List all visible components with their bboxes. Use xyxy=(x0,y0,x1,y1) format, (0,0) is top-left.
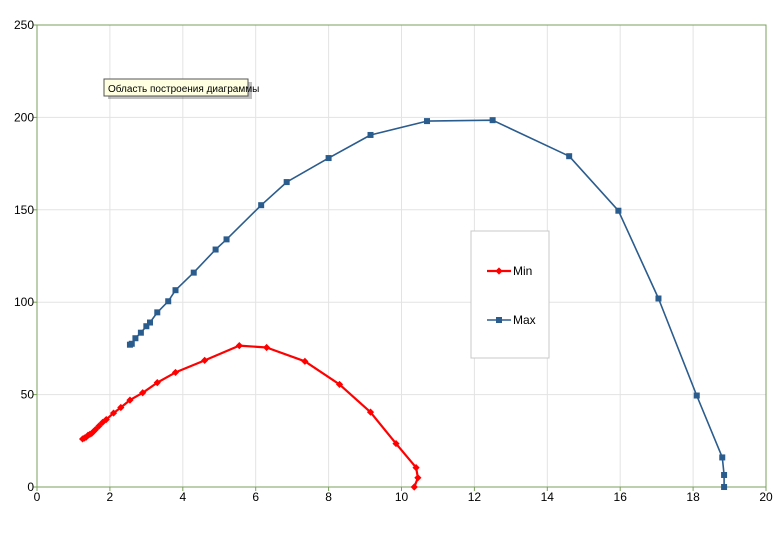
legend-marker-min xyxy=(495,267,503,275)
data-point-min xyxy=(102,415,110,424)
legend-box xyxy=(470,230,550,359)
legend-marker-max xyxy=(496,317,502,323)
data-point-max xyxy=(489,117,496,124)
data-point-max xyxy=(367,131,374,138)
data-point-min xyxy=(235,342,243,350)
tooltip-text: Область построения диаграммы xyxy=(108,83,259,95)
y-tick-label: 0 xyxy=(27,480,34,494)
legend-label-min: Min xyxy=(513,264,532,278)
x-tick-label: 2 xyxy=(107,490,114,504)
data-point-max xyxy=(615,207,622,214)
legend-entries: Min Max xyxy=(487,264,536,327)
data-point-min xyxy=(117,403,125,412)
legend-item-max: Max xyxy=(487,313,536,327)
data-point-min xyxy=(95,422,103,430)
data-point-max xyxy=(172,287,179,294)
data-point-min xyxy=(139,389,147,397)
grid-layer xyxy=(37,25,766,487)
x-tick-label: 10 xyxy=(395,490,409,504)
data-point-max xyxy=(258,202,265,209)
x-tick-label: 6 xyxy=(252,490,259,504)
data-point-min xyxy=(126,396,134,404)
data-point-max xyxy=(190,269,197,276)
data-point-min xyxy=(410,483,418,491)
x-tick-label: 20 xyxy=(759,490,773,504)
x-tick-label: 12 xyxy=(468,490,482,504)
x-tick-label: 18 xyxy=(686,490,700,504)
data-point-min xyxy=(153,378,161,387)
data-point-max xyxy=(132,335,139,342)
legend-item-min: Min xyxy=(487,264,532,278)
data-point-max xyxy=(693,392,700,399)
data-point-max xyxy=(721,471,728,478)
data-point-min xyxy=(414,474,422,482)
x-tick-label: 0 xyxy=(34,490,41,504)
x-tick-label: 8 xyxy=(325,490,332,504)
data-point-max xyxy=(223,236,230,243)
legend-label-max: Max xyxy=(513,313,536,327)
x-tick-label: 14 xyxy=(541,490,555,504)
data-point-min xyxy=(366,408,375,416)
data-point-min xyxy=(301,357,309,365)
y-tick-label: 100 xyxy=(14,295,34,309)
data-point-max xyxy=(128,340,135,347)
data-point-min xyxy=(335,380,344,389)
data-point-max xyxy=(566,153,573,160)
data-point-min xyxy=(171,368,180,377)
data-point-max xyxy=(283,179,290,186)
data-point-min xyxy=(91,426,99,434)
data-point-max xyxy=(146,319,153,326)
x-tick-label: 16 xyxy=(614,490,628,504)
data-point-max xyxy=(165,298,172,305)
data-point-min xyxy=(201,356,209,365)
series-min xyxy=(78,342,422,491)
y-tick-label: 50 xyxy=(21,388,35,402)
data-point-min xyxy=(412,463,420,472)
data-point-max xyxy=(655,295,662,302)
data-point-max xyxy=(719,454,726,461)
data-point-max xyxy=(325,155,332,162)
tooltip-box xyxy=(103,78,249,97)
data-point-min xyxy=(263,343,271,352)
data-point-max xyxy=(721,484,728,490)
data-point-max xyxy=(137,329,144,336)
series-layer xyxy=(78,117,728,491)
y-tick-label: 150 xyxy=(14,203,34,217)
data-point-max xyxy=(154,309,161,316)
y-tick-label: 200 xyxy=(14,110,34,124)
data-point-max xyxy=(143,323,150,330)
data-point-min xyxy=(109,409,118,417)
data-point-max xyxy=(424,118,431,125)
x-tick-label: 4 xyxy=(179,490,186,504)
legend: Min Max xyxy=(470,230,550,359)
data-point-min xyxy=(392,439,400,448)
series-max xyxy=(126,117,728,490)
plot-area-tooltip: Область построения диаграммы xyxy=(103,78,259,99)
y-tick-label: 250 xyxy=(14,18,34,32)
data-point-max xyxy=(212,246,219,253)
